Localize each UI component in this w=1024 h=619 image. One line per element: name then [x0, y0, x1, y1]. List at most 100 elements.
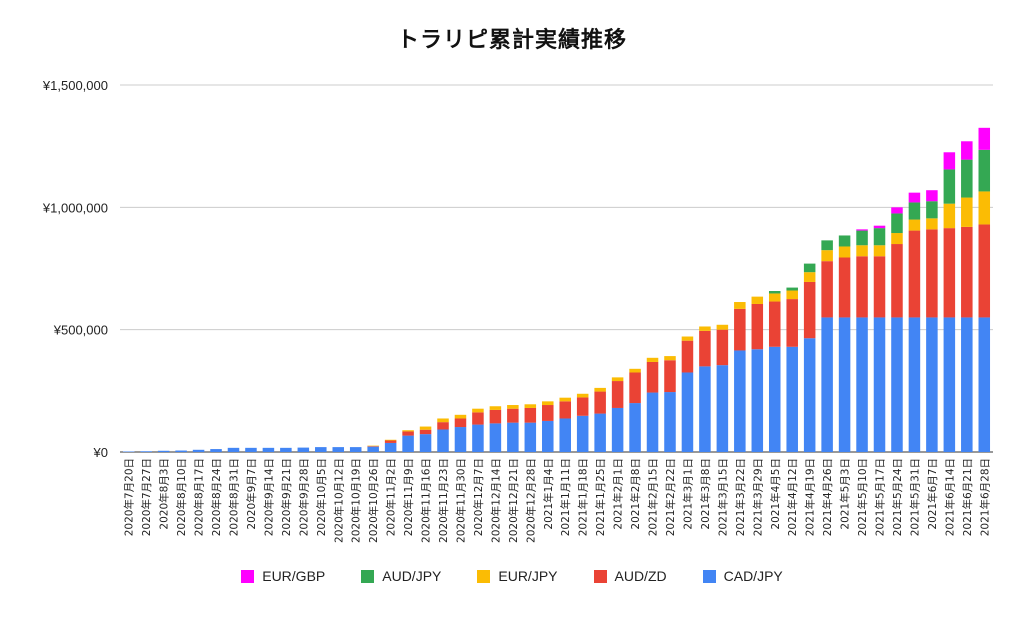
bar-segment — [542, 401, 554, 406]
legend-label: CAD/JPY — [723, 568, 783, 584]
x-tick-label: 2021年5月24日 — [891, 458, 904, 536]
bar-segment — [961, 226, 973, 318]
bar-segment — [751, 296, 764, 304]
x-tick-label: 2020年11月23日 — [437, 458, 450, 543]
bar-segment — [524, 422, 537, 452]
bar-segment — [961, 197, 973, 227]
bar-segment — [646, 361, 659, 393]
bar-segment — [908, 230, 921, 318]
legend-swatch — [361, 569, 375, 583]
bar-segment — [489, 406, 502, 410]
bar-segment — [419, 429, 432, 435]
bar-segment — [751, 303, 764, 350]
bar-segment — [978, 224, 991, 318]
bar-segment — [699, 326, 711, 331]
bar-segment — [157, 450, 170, 452]
x-tick-label: 2021年3月1日 — [681, 458, 694, 530]
x-tick-label: 2021年1月11日 — [559, 458, 572, 536]
bar-segment — [838, 235, 851, 247]
x-tick-label: 2020年11月9日 — [402, 458, 415, 536]
x-tick-label: 2021年6月14日 — [943, 458, 956, 536]
bar-segment — [594, 391, 606, 414]
x-tick-label: 2021年3月22日 — [734, 458, 747, 536]
bar-segment — [175, 450, 187, 452]
bar-segment — [419, 426, 432, 430]
x-tick-label: 2021年1月4日 — [542, 458, 555, 530]
bar-segment — [803, 263, 816, 273]
x-tick-label: 2020年10月5日 — [315, 458, 328, 536]
bar-segment — [943, 317, 956, 452]
bar-segment — [891, 233, 903, 245]
legend-item: AUD/ZD — [593, 568, 667, 584]
legend-label: AUD/ZD — [614, 568, 667, 584]
bar-segment — [542, 405, 554, 421]
x-tick-label: 2020年10月26日 — [367, 458, 380, 543]
chart-legend: EUR/GBP AUD/JPY EUR/JPY AUD/ZD CAD/JPY — [0, 568, 1024, 584]
bar-segment — [803, 281, 816, 339]
bar-segment — [943, 203, 956, 229]
x-tick-label: 2021年2月22日 — [664, 458, 677, 536]
bar-segment — [856, 245, 868, 257]
bar-segment — [891, 317, 903, 452]
bar-segment — [472, 424, 484, 452]
bar-segment — [576, 397, 589, 416]
bar-segment — [768, 301, 781, 347]
bar-segment — [699, 330, 711, 367]
x-tick-label: 2021年1月18日 — [577, 458, 590, 536]
bar-segment — [280, 447, 292, 452]
legend-swatch — [241, 569, 255, 583]
bar-segment — [926, 229, 938, 318]
x-tick-label: 2021年6月7日 — [926, 458, 939, 530]
x-tick-label: 2021年5月31日 — [908, 458, 921, 536]
x-tick-label: 2021年3月29日 — [751, 458, 764, 536]
bar-segment — [140, 451, 152, 452]
bar-segment — [262, 447, 275, 452]
bar-segment — [751, 349, 764, 452]
bar-segment — [838, 317, 851, 452]
bar-segment — [297, 447, 310, 452]
bar-segment — [926, 190, 938, 202]
x-tick-label: 2021年6月28日 — [978, 458, 991, 536]
bar-segment — [576, 393, 589, 398]
legend-label: AUD/JPY — [382, 568, 442, 584]
y-tick-label: ¥1,500,000 — [42, 78, 108, 93]
bar-segment — [856, 230, 868, 246]
bar-segment — [768, 346, 781, 452]
bar-segment — [891, 244, 903, 318]
y-tick-label: ¥0 — [93, 445, 108, 460]
y-tick-label: ¥500,000 — [53, 323, 108, 338]
x-tick-label: 2020年11月2日 — [385, 458, 398, 536]
legend-item: AUD/JPY — [361, 568, 441, 584]
bar-segment — [454, 427, 467, 452]
legend-item: EUR/JPY — [477, 568, 558, 584]
bar-segment — [332, 447, 345, 452]
bar-segment — [838, 257, 851, 318]
bar-segment — [716, 324, 729, 330]
bar-segment — [367, 446, 379, 452]
bar-segment — [489, 423, 502, 452]
bar-segment — [576, 415, 589, 452]
legend-item: EUR/GBP — [241, 568, 325, 584]
bar-segment — [926, 201, 938, 219]
bar-segment — [559, 401, 571, 419]
bar-segment — [838, 246, 851, 258]
bar-segment — [908, 219, 921, 231]
x-tick-label: 2021年6月21日 — [961, 458, 974, 536]
bar-segment — [803, 338, 816, 452]
bar-segment — [524, 407, 537, 423]
bar-segment — [873, 317, 886, 452]
chart-plot: ¥0 ¥500,000 ¥1,000,000 ¥1,500,000 2020年7月20日… — [42, 78, 993, 543]
x-tick-label: 2021年4月12日 — [786, 458, 799, 536]
bar-segment — [559, 418, 571, 452]
bar-segment — [943, 228, 956, 318]
bar-segment — [821, 261, 833, 318]
bar-segment — [611, 381, 624, 408]
chart-title: トラリピ累計実績推移 — [396, 28, 627, 53]
x-tick-label: 2020年9月7日 — [245, 458, 258, 530]
bar-segment — [961, 159, 973, 198]
bar-segment — [768, 291, 781, 294]
x-tick-label: 2020年10月12日 — [332, 458, 345, 543]
bar-segment — [943, 152, 956, 170]
bar-segment — [856, 229, 868, 231]
bar-segment — [699, 366, 711, 452]
